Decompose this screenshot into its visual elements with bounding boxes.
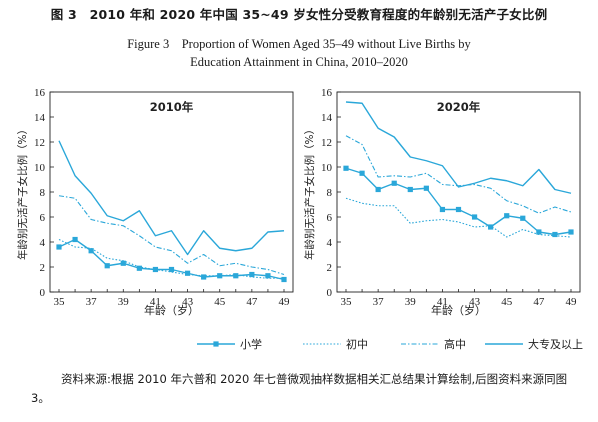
series-point-marker xyxy=(104,263,110,269)
x-tick-label: 47 xyxy=(246,296,258,308)
x-tick-label: 43 xyxy=(469,296,481,308)
x-tick-label: 45 xyxy=(214,296,226,308)
y-tick-label: 14 xyxy=(34,112,46,124)
y-axis-label: 年龄别无活产子女比例（%） xyxy=(16,124,29,260)
series-line-3 xyxy=(345,135,572,214)
series-point-marker xyxy=(72,236,78,243)
series-point-marker xyxy=(455,206,462,213)
series-point-marker xyxy=(488,224,494,230)
series-point-marker xyxy=(168,266,175,273)
legend-label: 大专及以上 xyxy=(528,337,583,351)
panel-title: 2020年 xyxy=(437,100,481,114)
legend-label: 高中 xyxy=(444,337,466,351)
y-tick-label: 0 xyxy=(327,287,333,299)
x-tick-label: 47 xyxy=(533,296,545,308)
series-point-marker xyxy=(249,271,255,278)
y-tick-label: 6 xyxy=(40,212,46,224)
y-tick-label: 12 xyxy=(34,137,45,149)
series-point-marker xyxy=(201,274,207,280)
y-tick-label: 16 xyxy=(34,87,46,99)
series-point-marker xyxy=(359,170,365,176)
x-tick-label: 41 xyxy=(437,296,448,308)
series-line-3 xyxy=(58,195,285,276)
series-point-marker xyxy=(568,229,574,235)
source-note-text: 资料来源:根据 2010 年六普和 2020 年七普微观抽样数据相关汇总结果计算… xyxy=(31,372,568,405)
x-tick-label: 37 xyxy=(86,296,98,308)
series-point-marker xyxy=(407,186,413,193)
y-tick-label: 16 xyxy=(321,87,333,99)
x-tick-label: 45 xyxy=(501,296,513,308)
series-line-2 xyxy=(58,239,284,279)
x-tick-label: 49 xyxy=(279,296,291,308)
legend-label: 小学 xyxy=(240,337,262,351)
plot-frame xyxy=(49,91,294,293)
series-line-1 xyxy=(345,167,572,236)
y-tick-label: 10 xyxy=(321,162,333,174)
series-point-marker xyxy=(120,260,126,266)
series-point-marker xyxy=(536,229,542,235)
figure-title-english-line-2: Education Attainment in China, 2010–2020 xyxy=(190,55,408,69)
figure-title-english-line-1: Figure 3 Proportion of Women Aged 35–49 … xyxy=(127,37,471,51)
series-point-marker xyxy=(343,165,349,171)
series-point-marker xyxy=(520,215,526,221)
x-tick-label: 35 xyxy=(341,296,353,308)
series-point-marker xyxy=(88,248,94,254)
series-line-4 xyxy=(345,101,572,194)
y-tick-label: 4 xyxy=(327,237,333,249)
x-tick-label: 39 xyxy=(118,296,130,308)
y-axis-label: 年龄别无活产子女比例（%） xyxy=(303,124,316,260)
x-tick-label: 39 xyxy=(405,296,417,308)
series-point-marker xyxy=(56,244,62,250)
source-note: 资料来源:根据 2010 年六普和 2020 年七普微观抽样数据相关汇总结果计算… xyxy=(31,370,581,408)
series-point-marker xyxy=(281,276,287,283)
x-tick-label: 37 xyxy=(373,296,385,308)
x-tick-label: 43 xyxy=(182,296,194,308)
legend-label: 初中 xyxy=(346,337,368,351)
series-line-4 xyxy=(58,140,285,256)
series-point-marker xyxy=(265,273,271,279)
series-point-marker xyxy=(375,186,381,193)
y-tick-label: 0 xyxy=(40,287,46,299)
y-tick-label: 8 xyxy=(327,187,333,199)
x-tick-label: 35 xyxy=(54,296,66,308)
x-axis-label: 年龄（岁） xyxy=(431,303,486,317)
y-tick-label: 4 xyxy=(40,237,46,249)
y-tick-label: 8 xyxy=(40,187,46,199)
y-tick-label: 10 xyxy=(34,162,46,174)
series-point-marker xyxy=(391,180,397,186)
series-point-marker xyxy=(504,213,510,219)
x-axis-label: 年龄（岁） xyxy=(144,303,199,317)
x-tick-label: 41 xyxy=(150,296,161,308)
series-point-marker xyxy=(423,185,429,191)
y-tick-label: 12 xyxy=(321,137,332,149)
x-tick-label: 49 xyxy=(566,296,578,308)
y-tick-label: 14 xyxy=(321,112,333,124)
series-point-marker xyxy=(233,273,239,279)
series-point-marker xyxy=(439,206,446,213)
series-line-2 xyxy=(345,197,572,238)
series-point-marker xyxy=(552,231,558,238)
panel-title: 2010年 xyxy=(150,100,194,114)
series-point-marker xyxy=(184,270,191,276)
y-tick-label: 2 xyxy=(40,262,46,274)
figure-title-chinese: 图 3 2010 年和 2020 年中国 35~49 岁女性分受教育程度的年龄别… xyxy=(50,7,548,22)
y-tick-label: 2 xyxy=(327,262,333,274)
series-point-marker xyxy=(471,214,478,220)
legend: 小学 初中 高中 大专及以上 xyxy=(197,337,583,351)
series-point-marker xyxy=(136,265,142,271)
legend-swatch-marker xyxy=(213,341,219,347)
y-tick-label: 6 xyxy=(327,212,333,224)
